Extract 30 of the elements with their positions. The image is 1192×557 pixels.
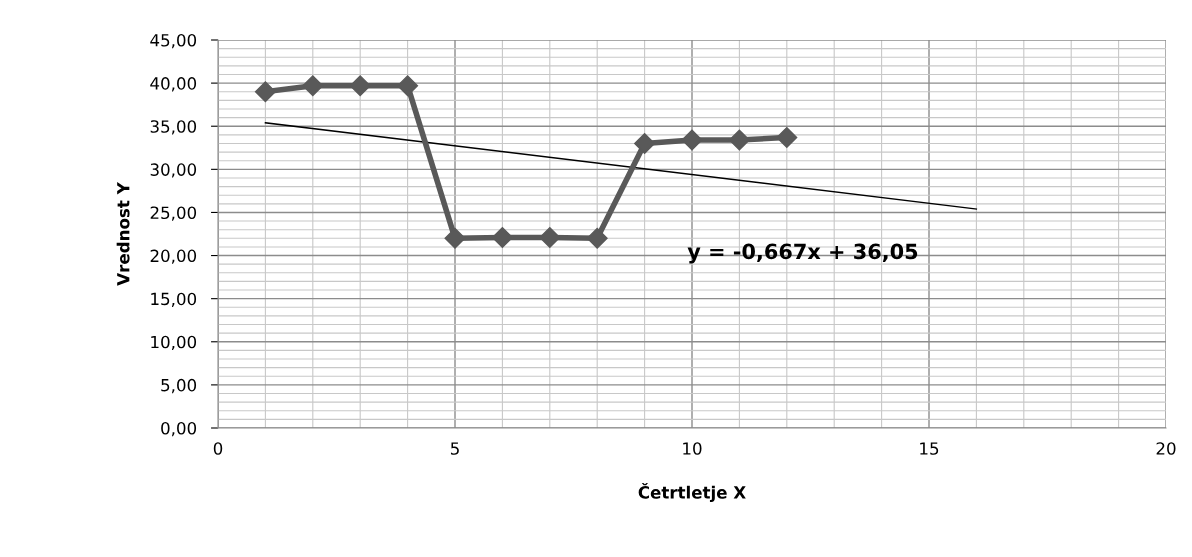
- x-axis-title: Četrtletje X: [638, 483, 746, 503]
- point: [397, 75, 419, 97]
- point: [302, 75, 324, 97]
- y-tick-label: 20,00: [150, 249, 197, 264]
- point: [491, 226, 513, 248]
- point: [728, 129, 750, 151]
- y-tick-label: 25,00: [150, 206, 197, 221]
- x-tick-label: 15: [920, 442, 939, 455]
- point: [254, 81, 276, 103]
- x-tick-label: 5: [450, 442, 459, 455]
- point: [681, 129, 703, 151]
- x-tick-label: 0: [213, 442, 223, 455]
- point: [634, 132, 656, 154]
- y-tick-label: 30,00: [150, 163, 197, 178]
- y-tick-label: 40,00: [150, 77, 197, 92]
- point: [349, 75, 371, 97]
- x-tick-label: 10: [683, 442, 702, 455]
- y-tick-label: 15,00: [151, 292, 197, 307]
- y-tick-label: 10,00: [151, 335, 197, 351]
- y-tick-label: 5,00: [161, 378, 197, 394]
- point: [776, 126, 798, 148]
- y-axis-title: Vrednost Y: [116, 182, 130, 286]
- y-tick-label: 35,00: [150, 120, 197, 135]
- point: [444, 227, 466, 249]
- x-tick-label: 20: [1156, 442, 1176, 455]
- point: [539, 226, 561, 248]
- y-tick-label: 0,00: [161, 421, 197, 437]
- y-tick-label: 45,00: [150, 33, 197, 49]
- point: [586, 227, 608, 249]
- annotation: y = -0,667x + 36,05: [687, 243, 918, 264]
